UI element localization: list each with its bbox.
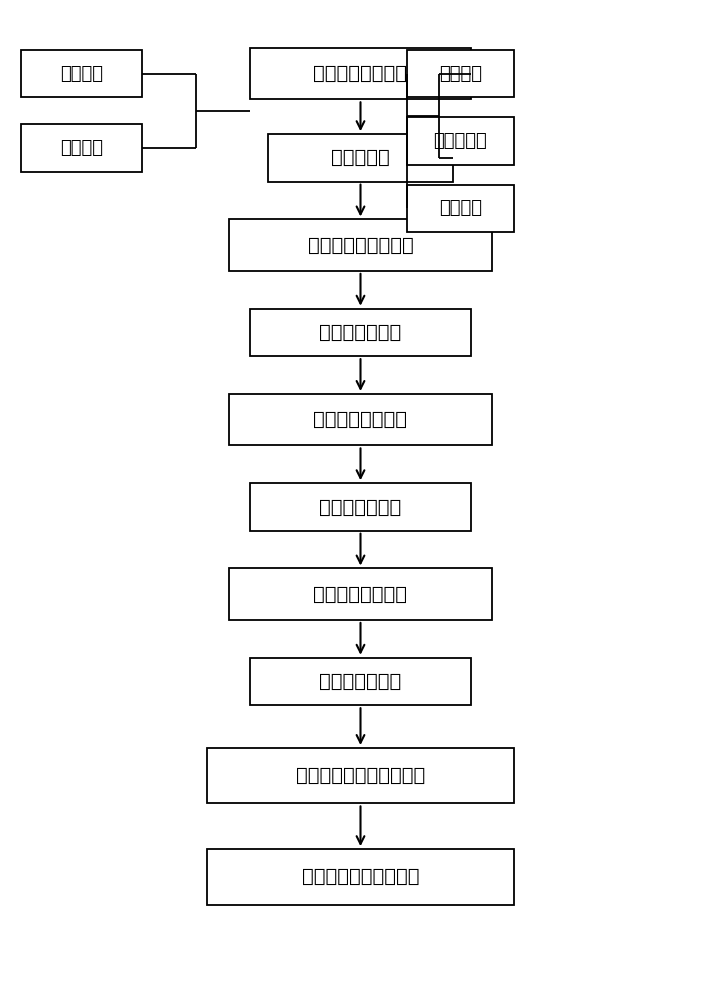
Bar [229,568,492,620]
Text: 空间配准: 空间配准 [439,199,482,217]
Bar [21,124,142,172]
Text: 基础数据收集整理: 基础数据收集整理 [314,64,407,83]
Bar [250,309,471,356]
Bar [229,394,492,445]
Text: 小流域基础属性提取: 小流域基础属性提取 [308,236,413,255]
Bar [21,50,142,97]
Bar [250,483,471,531]
Text: 数据成果光滑脱密处理: 数据成果光滑脱密处理 [302,867,419,886]
Bar [207,748,514,803]
Bar [407,185,514,232]
Text: 小流域划分: 小流域划分 [331,148,390,167]
Bar [268,134,453,182]
Text: 小流域标准化单位线提取: 小流域标准化单位线提取 [296,766,425,785]
Text: 数据检查: 数据检查 [60,65,102,83]
Text: 坐标转换: 坐标转换 [439,65,482,83]
Text: 河道横断面提取: 河道横断面提取 [319,497,402,516]
Text: 逐级合并大流域: 逐级合并大流域 [319,672,402,691]
Text: 小流域统一编码: 小流域统一编码 [319,323,402,342]
Text: 空间拓扑关系建立: 空间拓扑关系建立 [314,410,407,429]
Text: 裁剪、拼接: 裁剪、拼接 [433,132,487,150]
Text: 数据整理: 数据整理 [60,139,102,157]
Text: 空间关联关系建立: 空间关联关系建立 [314,585,407,604]
Bar [407,50,514,97]
Bar [250,658,471,705]
Bar [407,117,514,165]
Bar [229,219,492,271]
Bar [207,849,514,905]
Bar [250,48,471,99]
